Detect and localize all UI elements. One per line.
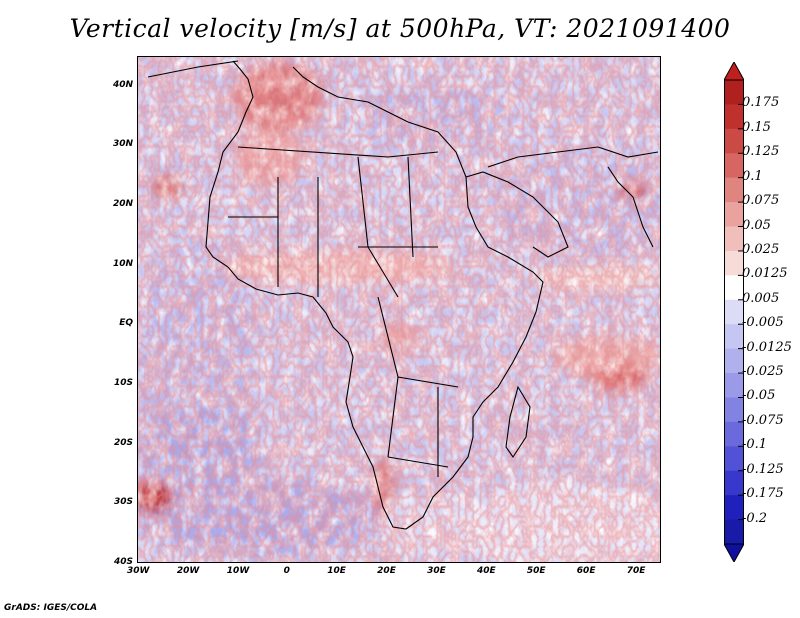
x-tick-label: 20E (377, 566, 396, 576)
colorbar-label: -0.0125 (742, 339, 792, 355)
y-tick-label: 40N (112, 79, 133, 90)
x-tick-label: 10W (226, 566, 250, 576)
colorbar-label: 0.005 (742, 290, 780, 306)
x-tick-label: 0 (283, 566, 290, 576)
colorbar-swatch (724, 519, 744, 545)
colorbar-swatch (724, 275, 744, 301)
y-tick-label: 10N (112, 258, 133, 269)
y-tick-label: 20S (113, 437, 133, 448)
colorbar-swatches (724, 62, 744, 562)
x-tick-label: 70E (626, 566, 646, 576)
colorbar-min-arrow (724, 543, 744, 562)
colorbar-label: 0.175 (742, 95, 780, 111)
colorbar-swatch (724, 373, 744, 398)
y-tick-label: EQ (119, 318, 133, 329)
colorbar-label: -0.075 (742, 412, 784, 428)
colorbar-swatch (724, 470, 744, 496)
colorbar-label: 0.1 (742, 168, 763, 184)
colorbar-label: 0.025 (742, 241, 780, 257)
colorbar-label: -0.025 (742, 364, 784, 380)
colorbar-label: -0.05 (742, 388, 776, 404)
colorbar-swatch (724, 446, 744, 472)
colorbar-label: -0.175 (742, 486, 784, 502)
colorbar-label: -0.1 (742, 437, 768, 453)
colorbar-label: 0.0125 (742, 266, 788, 282)
colorbar-swatch (724, 299, 744, 325)
map-panel (137, 56, 661, 563)
colorbar-swatch (724, 153, 744, 179)
colorbar-swatch (724, 104, 744, 130)
colorbar-swatch (724, 250, 744, 276)
colorbar-max-arrow (724, 62, 744, 81)
colorbar-swatch (724, 397, 744, 423)
field-convective-cells (138, 57, 660, 562)
chart-title: Vertical velocity [m/s] at 500hPa, VT: 2… (69, 14, 731, 43)
colorbar-label: -0.005 (742, 315, 784, 331)
x-tick-label: 40E (476, 566, 496, 576)
colorbar-swatch (724, 348, 744, 374)
x-tick-label: 20W (176, 566, 200, 576)
y-tick-label: 10S (113, 378, 133, 389)
x-tick-label: 30W (127, 566, 150, 576)
colorbar-swatch (724, 80, 744, 105)
colorbar-swatch (724, 177, 744, 203)
x-tick-label: 50E (526, 566, 546, 576)
colorbar-swatch (724, 324, 744, 350)
colorbar-label: 0.075 (742, 193, 780, 209)
colorbar-swatch (724, 495, 744, 521)
colorbar-swatch (724, 226, 744, 252)
colorbar-swatch (724, 128, 744, 154)
y-tick-label: 40S (113, 557, 133, 567)
coastlines-and-borders (147, 60, 659, 530)
colorbar-label: 0.125 (742, 144, 780, 160)
y-tick-label: 20N (112, 199, 133, 210)
y-tick-label: 30S (113, 497, 133, 508)
colorbar-label: -0.125 (742, 461, 784, 477)
vertical-velocity-field (138, 57, 660, 562)
colorbar-label: 0.15 (742, 119, 771, 135)
grads-credit: GrADS: IGES/COLA (4, 603, 98, 613)
colorbar: 0.175 0.15 0.125 0.1 0.075 0.05 0.025 0.0125 0.0… (724, 62, 800, 562)
colorbar-swatch (724, 202, 744, 228)
x-tick-label: 30E (427, 566, 446, 576)
x-tick-label: 60E (576, 566, 596, 576)
colorbar-label: -0.2 (742, 510, 768, 526)
x-tick-label: 10E (327, 566, 346, 576)
colorbar-swatch (724, 421, 744, 447)
colorbar-label: 0.05 (742, 217, 771, 233)
y-tick-label: 30N (112, 139, 133, 150)
